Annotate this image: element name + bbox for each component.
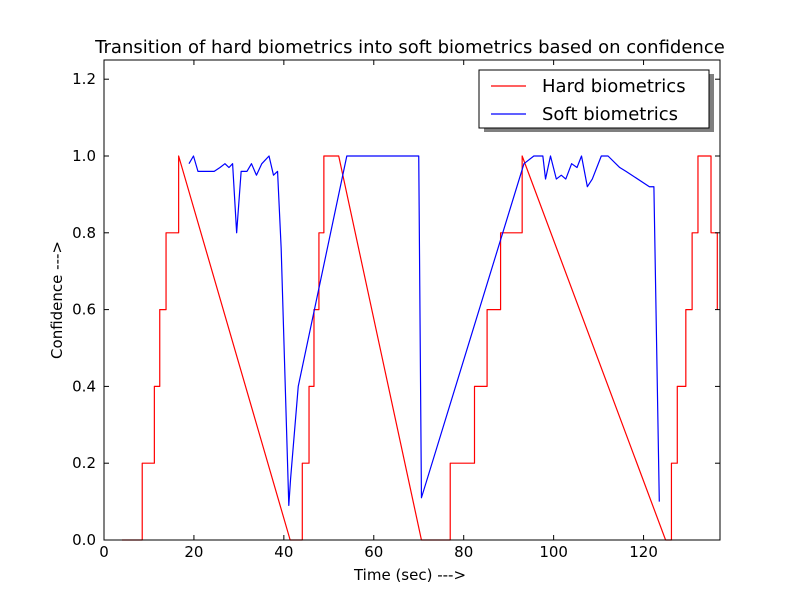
y-axis-label: Confidence ---> [48,241,66,359]
x-tick-label: 0 [99,543,109,561]
x-tick-label: 20 [184,543,203,561]
series-line-soft-biometrics [188,155,660,507]
x-tick-label: 80 [454,543,473,561]
x-tick-label: 100 [539,543,568,561]
legend-label-soft-biometrics: Soft biometrics [542,104,678,125]
chart-title: Transition of hard biometrics into soft … [94,37,725,58]
ticks-layer: 0 20 40 60 80 100 120 0.0 0.2 0.4 0.6 0.8 1.0 1.2 [72,60,720,561]
x-tick-label: 120 [629,543,658,561]
y-tick-label: 0.2 [72,454,96,472]
legend-label-hard-biometrics: Hard biometrics [542,76,686,97]
y-tick-label: 0.0 [72,531,96,549]
x-tick-label: 40 [274,543,293,561]
plot-area [104,60,720,540]
plot-frame [103,59,721,541]
y-tick-label: 1.2 [72,70,96,88]
y-tick-label: 1.0 [72,147,96,165]
legend: Hard biometrics Soft biometrics [478,69,714,132]
x-axis-label: Time (sec) ---> [353,566,466,584]
legend-box [478,69,710,129]
y-tick-label: 0.8 [72,224,96,242]
x-tick-label: 60 [364,543,383,561]
y-tick-label: 0.4 [72,377,96,395]
y-tick-label: 0.6 [72,301,96,319]
